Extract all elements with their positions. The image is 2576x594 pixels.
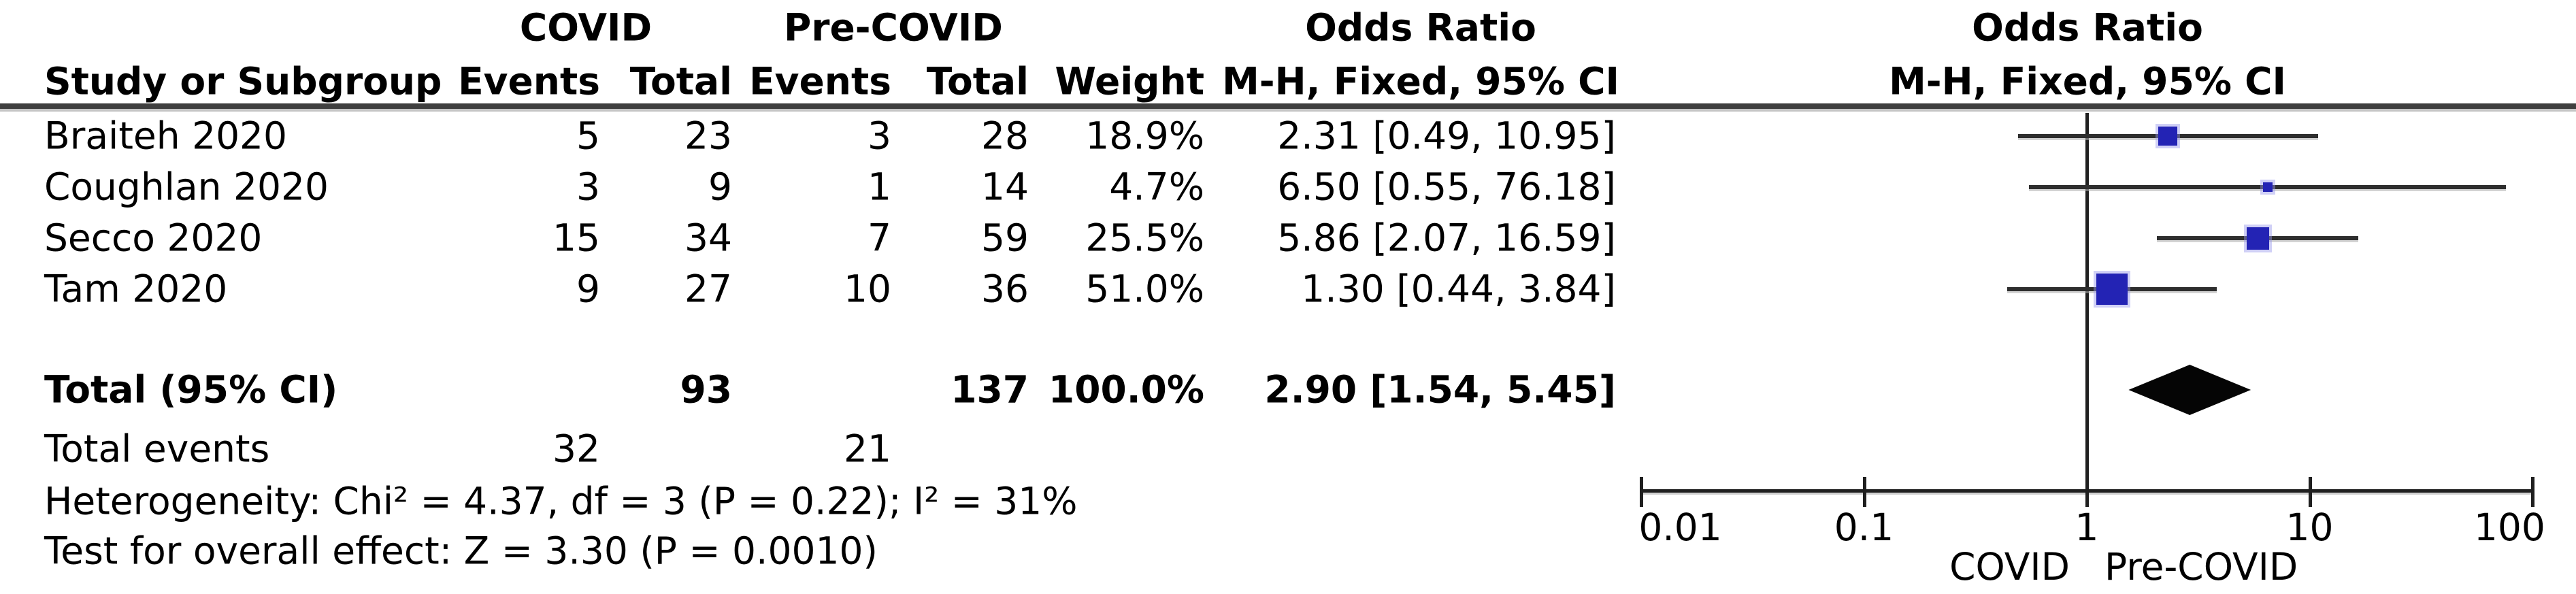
column-header-covid-total: Total xyxy=(629,59,732,103)
axis-tick xyxy=(2308,477,2312,507)
axis-tick-label: 10 xyxy=(2285,506,2334,549)
axis-tick-label: 0.01 xyxy=(1638,506,1722,549)
axis-tick xyxy=(1862,477,1866,507)
reference-line xyxy=(2085,113,2089,507)
axis-tick xyxy=(2085,477,2089,507)
overall-effect-text: Test for overall effect: Z = 3.30 (P = 0… xyxy=(44,529,878,573)
study-or_label: 6.50 [0.55, 76.18] xyxy=(1277,165,1616,209)
study-pre_total: 28 xyxy=(981,114,1029,158)
group-header-odds-ratio: Odds Ratio xyxy=(1305,5,1536,50)
study-pre_events: 1 xyxy=(868,165,891,209)
study-name: Coughlan 2020 xyxy=(44,165,329,209)
or-square xyxy=(2158,127,2178,146)
study-pre_total: 59 xyxy=(981,216,1029,260)
axis-tick-label: 100 xyxy=(2473,506,2545,549)
study-covid_events: 5 xyxy=(576,114,600,158)
axis-tick xyxy=(2531,477,2534,507)
total-pre-total: 137 xyxy=(951,367,1029,412)
column-header-weight: Weight xyxy=(1055,59,1204,103)
total-covid-total: 93 xyxy=(680,367,732,412)
study-pre_events: 10 xyxy=(844,267,891,311)
summary-diamond xyxy=(2128,365,2251,415)
group-header-pre-covid: Pre-COVID xyxy=(784,5,1003,50)
axis-tick xyxy=(1640,477,1643,507)
or-square xyxy=(2096,274,2128,305)
study-name: Secco 2020 xyxy=(44,216,263,260)
study-pre_events: 3 xyxy=(868,114,891,158)
study-pre_events: 7 xyxy=(868,216,891,260)
study-covid_total: 9 xyxy=(708,165,732,209)
study-weight: 51.0% xyxy=(1085,267,1204,311)
column-header-pre-events: Events xyxy=(749,59,891,103)
total-events-label: Total events xyxy=(44,427,270,471)
or-square xyxy=(2263,182,2273,192)
group-header-covid: COVID xyxy=(519,5,653,50)
or-square xyxy=(2246,227,2269,250)
study-covid_total: 23 xyxy=(684,114,732,158)
column-header-pre-total: Total xyxy=(926,59,1029,103)
study-covid_events: 9 xyxy=(576,267,600,311)
column-header-mh-fixed-ci: M-H, Fixed, 95% CI xyxy=(1222,59,1619,103)
column-header-covid-events: Events xyxy=(458,59,600,103)
study-covid_total: 27 xyxy=(684,267,732,311)
axis-right-label: Pre-COVID xyxy=(2104,545,2298,589)
total-events-covid: 32 xyxy=(552,427,600,471)
axis-tick-label: 1 xyxy=(2075,506,2099,549)
study-covid_total: 34 xyxy=(684,216,732,260)
axis-left-label: COVID xyxy=(1949,545,2070,589)
total-odds-ratio: 2.90 [1.54, 5.45] xyxy=(1264,367,1616,412)
study-covid_events: 3 xyxy=(576,165,600,209)
study-pre_total: 14 xyxy=(981,165,1029,209)
total-events-pre: 21 xyxy=(844,427,891,471)
heterogeneity-text: Heterogeneity: Chi² = 4.37, df = 3 (P = … xyxy=(44,479,1078,523)
column-header-study: Study or Subgroup xyxy=(44,59,442,103)
study-or_label: 2.31 [0.49, 10.95] xyxy=(1277,114,1616,158)
plot-header-odds-ratio: Odds Ratio xyxy=(1972,5,2203,50)
total-row-label: Total (95% CI) xyxy=(44,367,338,412)
study-weight: 25.5% xyxy=(1085,216,1204,260)
total-weight: 100.0% xyxy=(1048,367,1204,412)
study-or_label: 5.86 [2.07, 16.59] xyxy=(1277,216,1616,260)
plot-header-mh-fixed-ci: M-H, Fixed, 95% CI xyxy=(1889,59,2286,103)
study-pre_total: 36 xyxy=(981,267,1029,311)
study-covid_events: 15 xyxy=(552,216,600,260)
axis-tick-label: 0.1 xyxy=(1834,506,1894,549)
header-divider-line xyxy=(0,103,2576,109)
study-name: Tam 2020 xyxy=(44,267,228,311)
study-or_label: 1.30 [0.44, 3.84] xyxy=(1301,267,1616,311)
study-name: Braiteh 2020 xyxy=(44,114,288,158)
study-weight: 18.9% xyxy=(1085,114,1204,158)
study-weight: 4.7% xyxy=(1109,165,1204,209)
